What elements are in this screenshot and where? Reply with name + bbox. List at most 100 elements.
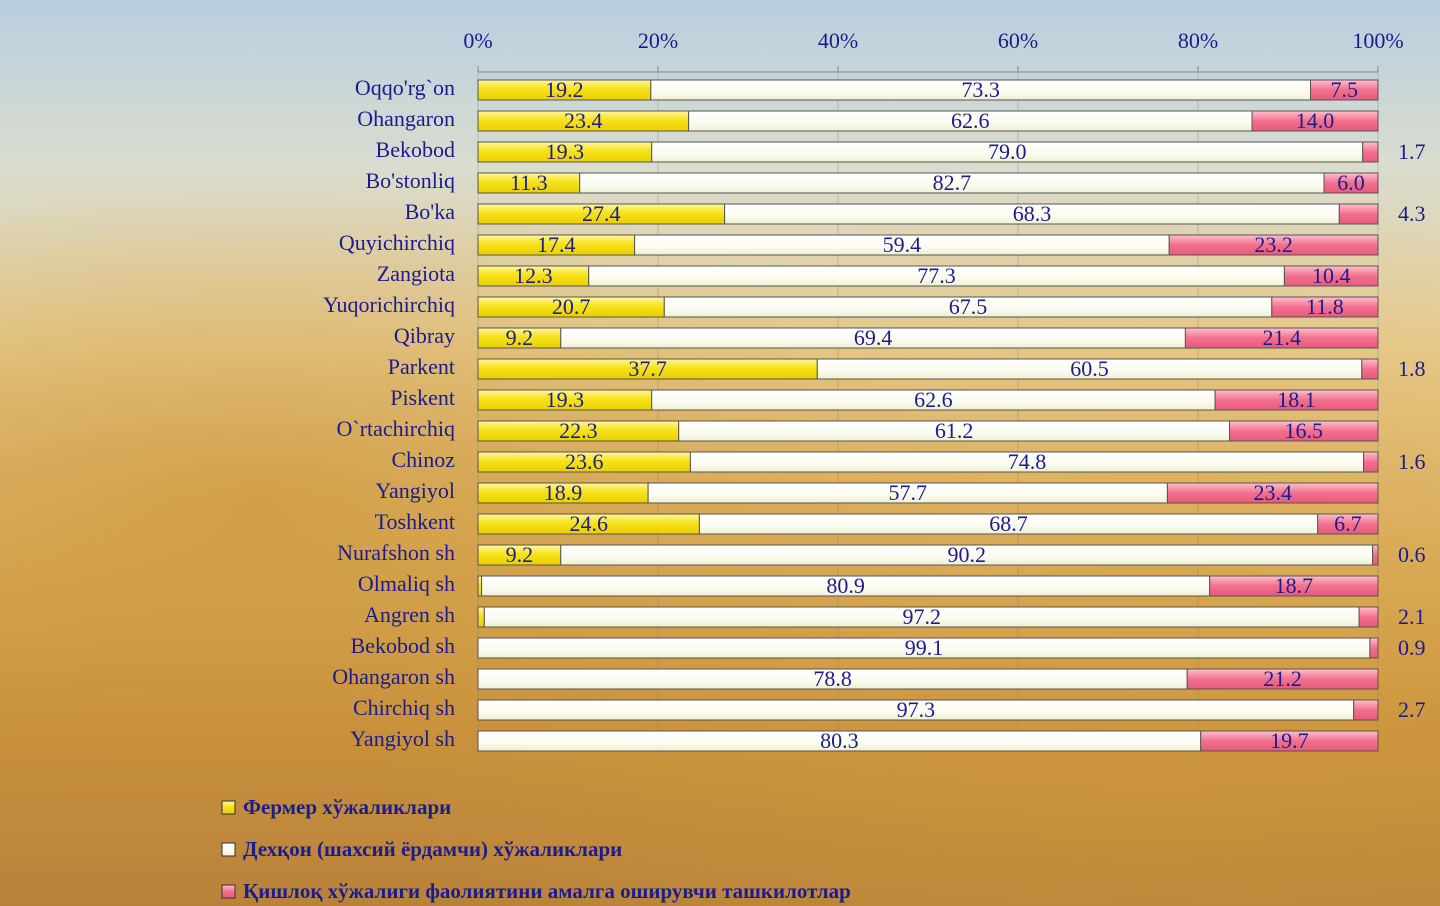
legend-swatch [221, 842, 236, 857]
y-tick-label: Bekobod sh [351, 633, 456, 658]
y-tick-label: Bo'ka [405, 199, 456, 224]
bar-segment [1184, 327, 1379, 349]
value-label: 24.6 [569, 511, 608, 536]
value-label: 62.6 [914, 387, 953, 412]
value-label: 9.2 [506, 542, 534, 567]
value-label: 12.3 [514, 263, 553, 288]
y-tick-label: Qibray [394, 323, 455, 348]
y-tick-label: Yangiyol [375, 478, 455, 503]
bar-segment [1186, 668, 1379, 690]
bar-segment [1168, 234, 1379, 256]
value-label: 79.0 [988, 139, 1027, 164]
y-tick-label: Nurafshon sh [337, 540, 455, 565]
bar-segment [1353, 699, 1379, 721]
bar-segment [1372, 544, 1379, 566]
bar-segment [1361, 358, 1379, 380]
y-tick-label: Piskent [390, 385, 455, 410]
value-label: 62.6 [951, 108, 990, 133]
value-label: 9.2 [506, 325, 534, 350]
y-tick-label: Yangiyol sh [350, 726, 455, 751]
value-label: 97.2 [902, 604, 941, 629]
bar-segment [1338, 203, 1379, 225]
value-label: 4.3 [1398, 201, 1426, 226]
value-label: 73.3 [961, 77, 1000, 102]
value-label: 97.3 [897, 697, 936, 722]
bar-segment [1358, 606, 1379, 628]
value-label: 7.5 [1331, 77, 1359, 102]
legend-label: Дехқон (шахсий ёрдамчи) хўжаликлари [243, 837, 622, 861]
x-tick-label: 80% [1178, 28, 1218, 53]
value-label: 67.5 [949, 294, 988, 319]
y-tick-label: Olmaliq sh [358, 571, 455, 596]
value-label: 11.3 [510, 170, 548, 195]
bar-segment [1310, 79, 1379, 101]
value-label: 78.8 [813, 666, 852, 691]
value-label: 60.5 [1070, 356, 1109, 381]
value-label: 6.0 [1337, 170, 1365, 195]
y-tick-label: Chinoz [391, 447, 455, 472]
bar-segment [1317, 513, 1379, 535]
y-tick-label: Bekobod [376, 137, 455, 162]
y-tick-label: Zangiota [377, 261, 455, 286]
value-label: 23.4 [564, 108, 603, 133]
value-label: 80.9 [826, 573, 865, 598]
bar-segment [1283, 265, 1379, 287]
x-tick-label: 60% [998, 28, 1038, 53]
x-tick-label: 40% [818, 28, 858, 53]
value-label: 20.7 [552, 294, 591, 319]
bar-segment [1363, 451, 1379, 473]
bar-segment [477, 606, 485, 628]
value-label: 19.3 [546, 387, 585, 412]
value-label: 68.3 [1013, 201, 1052, 226]
value-label: 37.7 [628, 356, 667, 381]
value-label: 23.6 [565, 449, 604, 474]
y-tick-label: Ohangaron sh [332, 664, 455, 689]
value-label: 6.7 [1334, 511, 1362, 536]
bar-segment [1271, 296, 1379, 318]
bar-segment [1214, 389, 1379, 411]
y-tick-label: Quyichirchiq [339, 230, 455, 255]
value-label: 23.4 [1253, 480, 1292, 505]
value-label: 99.1 [905, 635, 944, 660]
value-label: 77.3 [917, 263, 956, 288]
x-tick-label: 20% [638, 28, 678, 53]
y-tick-label: Toshkent [375, 509, 455, 534]
value-label: 74.8 [1008, 449, 1047, 474]
value-label: 19.3 [546, 139, 585, 164]
legend-swatch [221, 884, 236, 899]
value-label: 57.7 [889, 480, 928, 505]
y-tick-label: Bo'stonliq [365, 168, 455, 193]
y-tick-label: Ohangaron [357, 106, 455, 131]
value-label: 21.4 [1262, 325, 1301, 350]
y-tick-label: Oqqo'rg`on [355, 75, 455, 100]
value-label: 23.2 [1254, 232, 1293, 257]
value-label: 59.4 [883, 232, 922, 257]
value-label: 69.4 [854, 325, 893, 350]
value-label: 21.2 [1263, 666, 1302, 691]
value-label: 82.7 [933, 170, 972, 195]
value-label: 61.2 [935, 418, 974, 443]
value-label: 2.7 [1398, 697, 1426, 722]
bar-segment [477, 575, 483, 597]
value-label: 0.9 [1398, 635, 1426, 660]
value-label: 0.6 [1398, 542, 1426, 567]
value-label: 68.7 [989, 511, 1028, 536]
value-label: 22.3 [559, 418, 598, 443]
bar-segment [1200, 730, 1379, 752]
y-tick-label: Angren sh [364, 602, 455, 627]
value-label: 17.4 [537, 232, 576, 257]
value-label: 90.2 [947, 542, 986, 567]
y-tick-label: O`rtachirchiq [337, 416, 456, 441]
legend-label: Қишлоқ хўжалиги фаолиятини амалга оширув… [243, 879, 851, 903]
value-label: 27.4 [582, 201, 621, 226]
bar-segment [1323, 172, 1379, 194]
x-tick-label: 100% [1352, 28, 1403, 53]
value-label: 1.8 [1398, 356, 1426, 381]
value-label: 80.3 [820, 728, 859, 753]
value-label: 18.1 [1277, 387, 1316, 412]
y-tick-label: Chirchiq sh [353, 695, 455, 720]
bar-segment [1209, 575, 1379, 597]
bar-segment [1362, 141, 1379, 163]
value-label: 1.6 [1398, 449, 1426, 474]
